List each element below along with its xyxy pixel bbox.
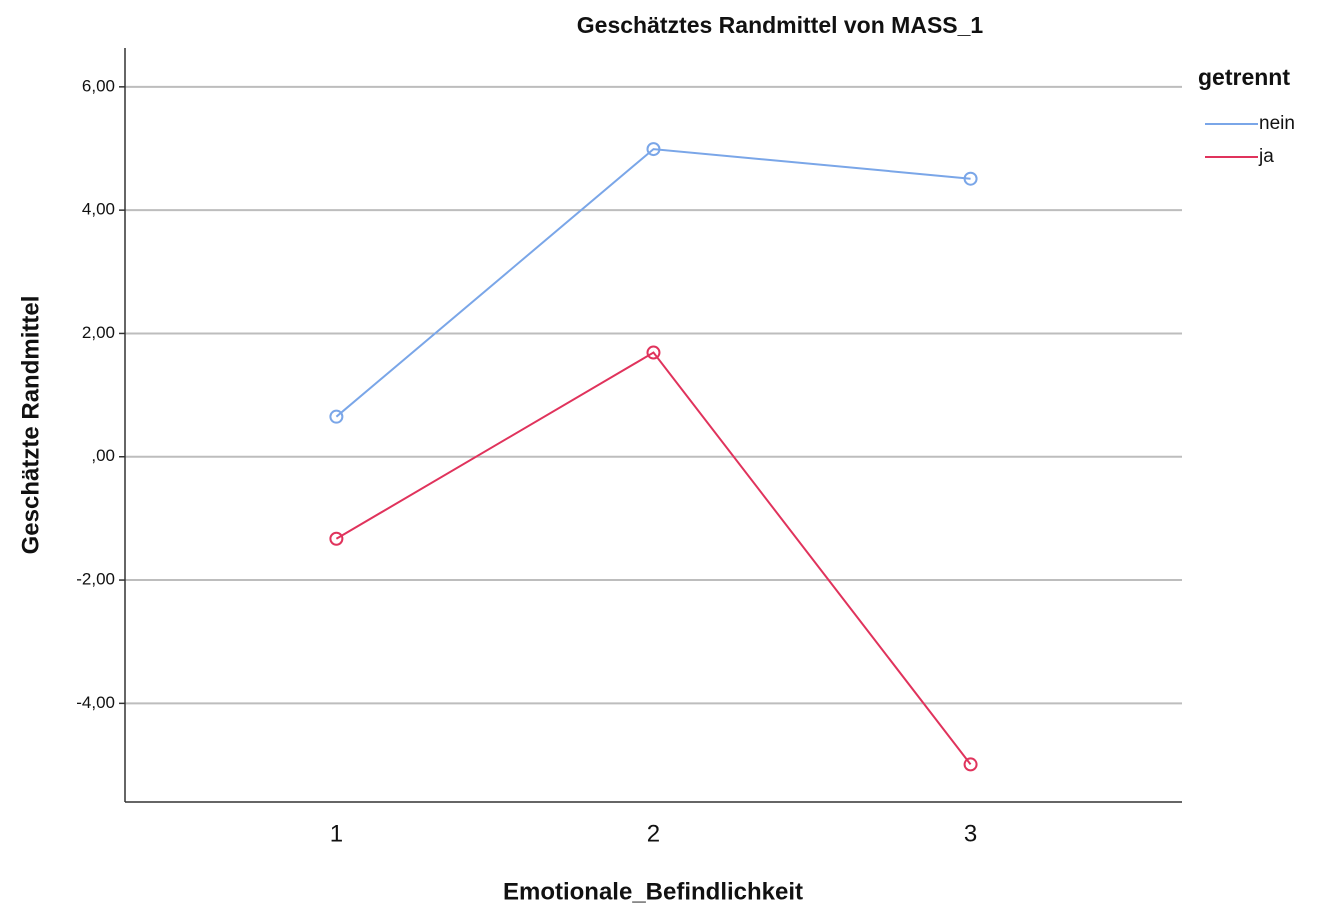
y-tick-label: ,00 [91,446,115,465]
point [963,757,978,772]
chart-title: Geschätztes Randmittel von MASS_1 [577,12,984,38]
x-tick-label: 3 [964,820,977,847]
x-tick-label: 2 [647,820,660,847]
point [963,171,978,186]
y-tick-label: -4,00 [76,693,115,712]
y-axis-label: Geschätzte Randmittel [17,296,44,555]
series-line [335,351,972,766]
x-axis-label: Emotionale_Befindlichkeit [503,878,803,905]
y-tick-label: -2,00 [76,570,115,589]
legend-label: ja [1258,146,1274,167]
point [329,531,344,546]
legend-title: getrennt [1198,64,1290,90]
point [646,142,661,157]
y-tick-label: 2,00 [82,323,115,342]
series-line [335,148,971,418]
legend-label: nein [1259,113,1295,134]
y-tick-label: 6,00 [82,76,115,95]
point [329,409,344,424]
y-tick-label: 4,00 [82,200,115,219]
point [646,345,661,360]
x-tick-label: 1 [330,820,343,847]
